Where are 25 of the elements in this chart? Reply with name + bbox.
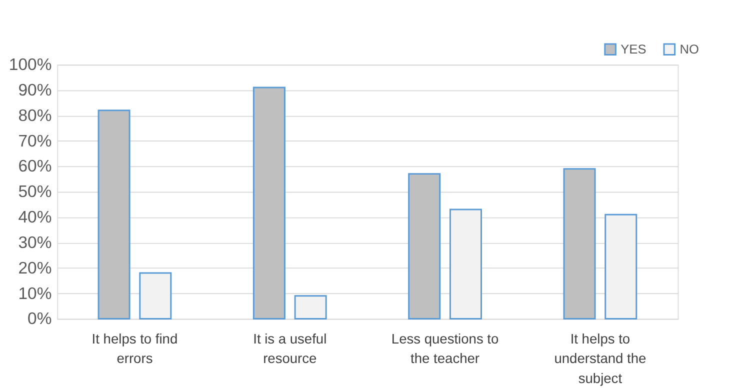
bar	[252, 86, 286, 320]
x-tick-label: Less questions to the teacher	[391, 331, 499, 366]
y-tick-label: 70%	[18, 131, 52, 150]
bar	[98, 110, 130, 320]
bar	[139, 272, 172, 320]
x-tick-label: It is a useful resource	[253, 331, 327, 366]
legend-label: YES	[620, 41, 646, 56]
bar	[563, 168, 596, 320]
y-tick-label: 90%	[18, 80, 52, 100]
y-tick-label: 20%	[18, 258, 52, 278]
y-tick-label: 30%	[18, 232, 52, 252]
y-tick-label: 10%	[18, 284, 52, 303]
bar	[408, 173, 441, 320]
y-tick-label: 40%	[18, 208, 52, 227]
y-tick-label: 50%	[18, 182, 52, 202]
y-tick-label: 100%	[8, 55, 52, 74]
bar	[604, 214, 638, 320]
y-tick-label: 0%	[28, 309, 52, 328]
x-tick-label: It helps to understand the subject	[554, 331, 646, 386]
y-tick-label: 60%	[18, 156, 52, 176]
legend-label: NO	[680, 41, 699, 56]
bar	[449, 208, 482, 320]
bar	[294, 295, 327, 320]
x-tick-label: It helps to find errors	[92, 331, 178, 366]
y-tick-label: 80%	[18, 106, 52, 125]
